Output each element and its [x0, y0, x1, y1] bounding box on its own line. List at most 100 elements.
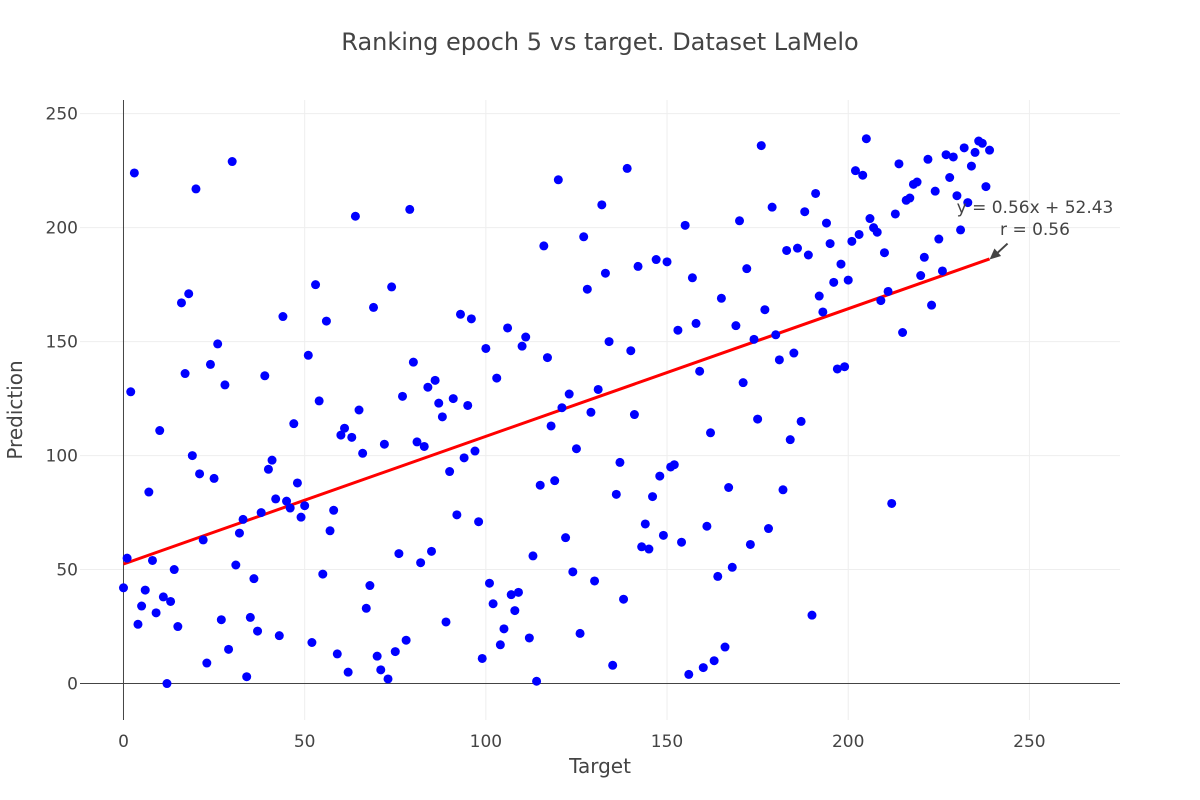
data-point [202, 658, 212, 668]
data-point [792, 243, 802, 253]
data-point [742, 264, 752, 274]
data-point [340, 423, 350, 433]
data-point [198, 535, 208, 545]
data-point [296, 512, 306, 522]
data-point [850, 166, 860, 176]
data-point [398, 391, 408, 401]
data-point [945, 173, 955, 182]
data-point [981, 182, 991, 192]
data-point [314, 396, 324, 406]
data-point [336, 430, 346, 440]
data-point [408, 357, 418, 367]
x-tick-label: 200 [832, 732, 864, 752]
annotation-arrow-head [989, 248, 1002, 260]
data-point [934, 234, 944, 244]
data-point [513, 587, 523, 597]
data-point [151, 608, 161, 618]
data-point [187, 451, 197, 461]
data-point [745, 539, 755, 549]
y-tick-label: 100 [46, 447, 78, 467]
data-point [376, 665, 386, 675]
data-point [147, 555, 157, 565]
data-point [155, 426, 165, 436]
regression-line [122, 257, 991, 566]
data-point [441, 617, 451, 627]
data-point [840, 362, 850, 372]
data-point [517, 341, 527, 351]
data-point [586, 407, 596, 417]
data-point [253, 626, 263, 636]
data-point [325, 526, 335, 536]
data-point [637, 542, 647, 552]
data-point [818, 307, 828, 317]
data-point [528, 551, 538, 561]
data-point [894, 159, 904, 169]
data-point [615, 457, 625, 467]
data-point [590, 576, 600, 586]
data-point [687, 273, 697, 283]
data-point [274, 631, 284, 641]
data-point [633, 261, 643, 271]
data-point [604, 337, 614, 347]
data-point [532, 676, 542, 686]
data-point [242, 672, 252, 682]
data-point [829, 277, 839, 287]
data-point [470, 446, 480, 456]
data-point [412, 437, 422, 447]
data-point [249, 574, 259, 584]
chart-title: Ranking epoch 5 vs target. Dataset LaMel… [341, 28, 858, 56]
data-point [129, 168, 139, 178]
data-point [898, 328, 908, 337]
data-point [695, 366, 705, 376]
y-tick-label: 200 [46, 219, 78, 239]
data-point [564, 389, 574, 399]
data-point [658, 530, 668, 540]
data-point [937, 266, 947, 276]
data-point [941, 150, 951, 160]
data-point [724, 483, 734, 492]
data-point [122, 553, 132, 563]
data-point [811, 188, 821, 198]
data-point [234, 528, 244, 538]
data-point [836, 259, 846, 269]
data-point [727, 562, 737, 572]
data-point [318, 569, 328, 579]
data-point [865, 214, 875, 224]
data-point [184, 289, 194, 299]
data-point [365, 581, 375, 591]
data-point [379, 439, 389, 449]
data-point [332, 649, 342, 659]
data-point [539, 241, 549, 251]
data-point [126, 387, 136, 397]
data-point [158, 592, 168, 602]
data-point [245, 612, 255, 622]
data-point [358, 448, 368, 458]
data-point [369, 302, 379, 312]
data-point [861, 134, 871, 144]
data-point [372, 651, 382, 661]
data-point [550, 476, 560, 486]
data-point [684, 669, 694, 679]
data-point [300, 501, 310, 511]
data-point [455, 309, 465, 319]
data-point [271, 494, 281, 504]
data-point [430, 375, 440, 385]
data-point [224, 644, 234, 654]
data-point [716, 293, 726, 303]
data-point [691, 318, 701, 328]
data-point [499, 624, 509, 634]
data-point [387, 282, 397, 292]
data-point [655, 471, 665, 481]
data-point [785, 435, 795, 445]
data-point [814, 291, 824, 301]
data-point [191, 184, 201, 194]
data-point [600, 268, 610, 278]
data-point [238, 514, 248, 524]
data-point [321, 316, 331, 326]
data-point [640, 519, 650, 529]
data-point [930, 186, 940, 196]
y-tick-label: 150 [46, 333, 78, 353]
data-point [883, 286, 893, 296]
data-point [263, 464, 273, 474]
y-tick-label: 250 [46, 105, 78, 125]
